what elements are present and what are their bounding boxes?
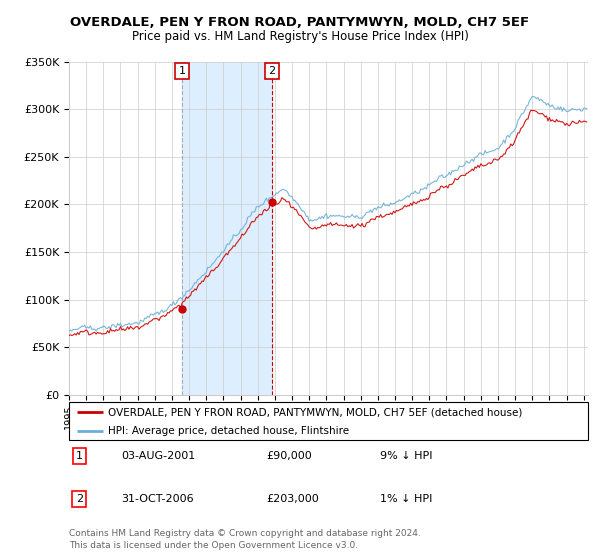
Text: 31-OCT-2006: 31-OCT-2006 xyxy=(121,494,194,504)
Text: Price paid vs. HM Land Registry's House Price Index (HPI): Price paid vs. HM Land Registry's House … xyxy=(131,30,469,43)
Text: This data is licensed under the Open Government Licence v3.0.: This data is licensed under the Open Gov… xyxy=(69,541,358,550)
Text: 9% ↓ HPI: 9% ↓ HPI xyxy=(380,451,433,461)
Text: Contains HM Land Registry data © Crown copyright and database right 2024.: Contains HM Land Registry data © Crown c… xyxy=(69,529,421,538)
Bar xyxy=(182,62,272,395)
Text: 03-AUG-2001: 03-AUG-2001 xyxy=(121,451,195,461)
Text: 2: 2 xyxy=(268,66,275,76)
Text: 1% ↓ HPI: 1% ↓ HPI xyxy=(380,494,433,504)
Text: HPI: Average price, detached house, Flintshire: HPI: Average price, detached house, Flin… xyxy=(108,426,349,436)
Text: OVERDALE, PEN Y FRON ROAD, PANTYMWYN, MOLD, CH7 5EF (detached house): OVERDALE, PEN Y FRON ROAD, PANTYMWYN, MO… xyxy=(108,407,522,417)
Text: 1: 1 xyxy=(178,66,185,76)
Text: 2: 2 xyxy=(76,494,83,504)
Text: 1: 1 xyxy=(76,451,83,461)
Text: £203,000: £203,000 xyxy=(266,494,319,504)
Text: OVERDALE, PEN Y FRON ROAD, PANTYMWYN, MOLD, CH7 5EF: OVERDALE, PEN Y FRON ROAD, PANTYMWYN, MO… xyxy=(70,16,530,29)
Text: £90,000: £90,000 xyxy=(266,451,312,461)
FancyBboxPatch shape xyxy=(69,402,588,440)
